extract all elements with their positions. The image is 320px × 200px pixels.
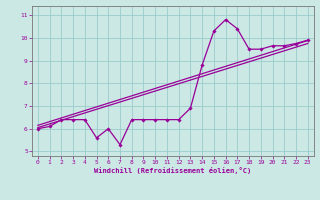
X-axis label: Windchill (Refroidissement éolien,°C): Windchill (Refroidissement éolien,°C) [94,167,252,174]
